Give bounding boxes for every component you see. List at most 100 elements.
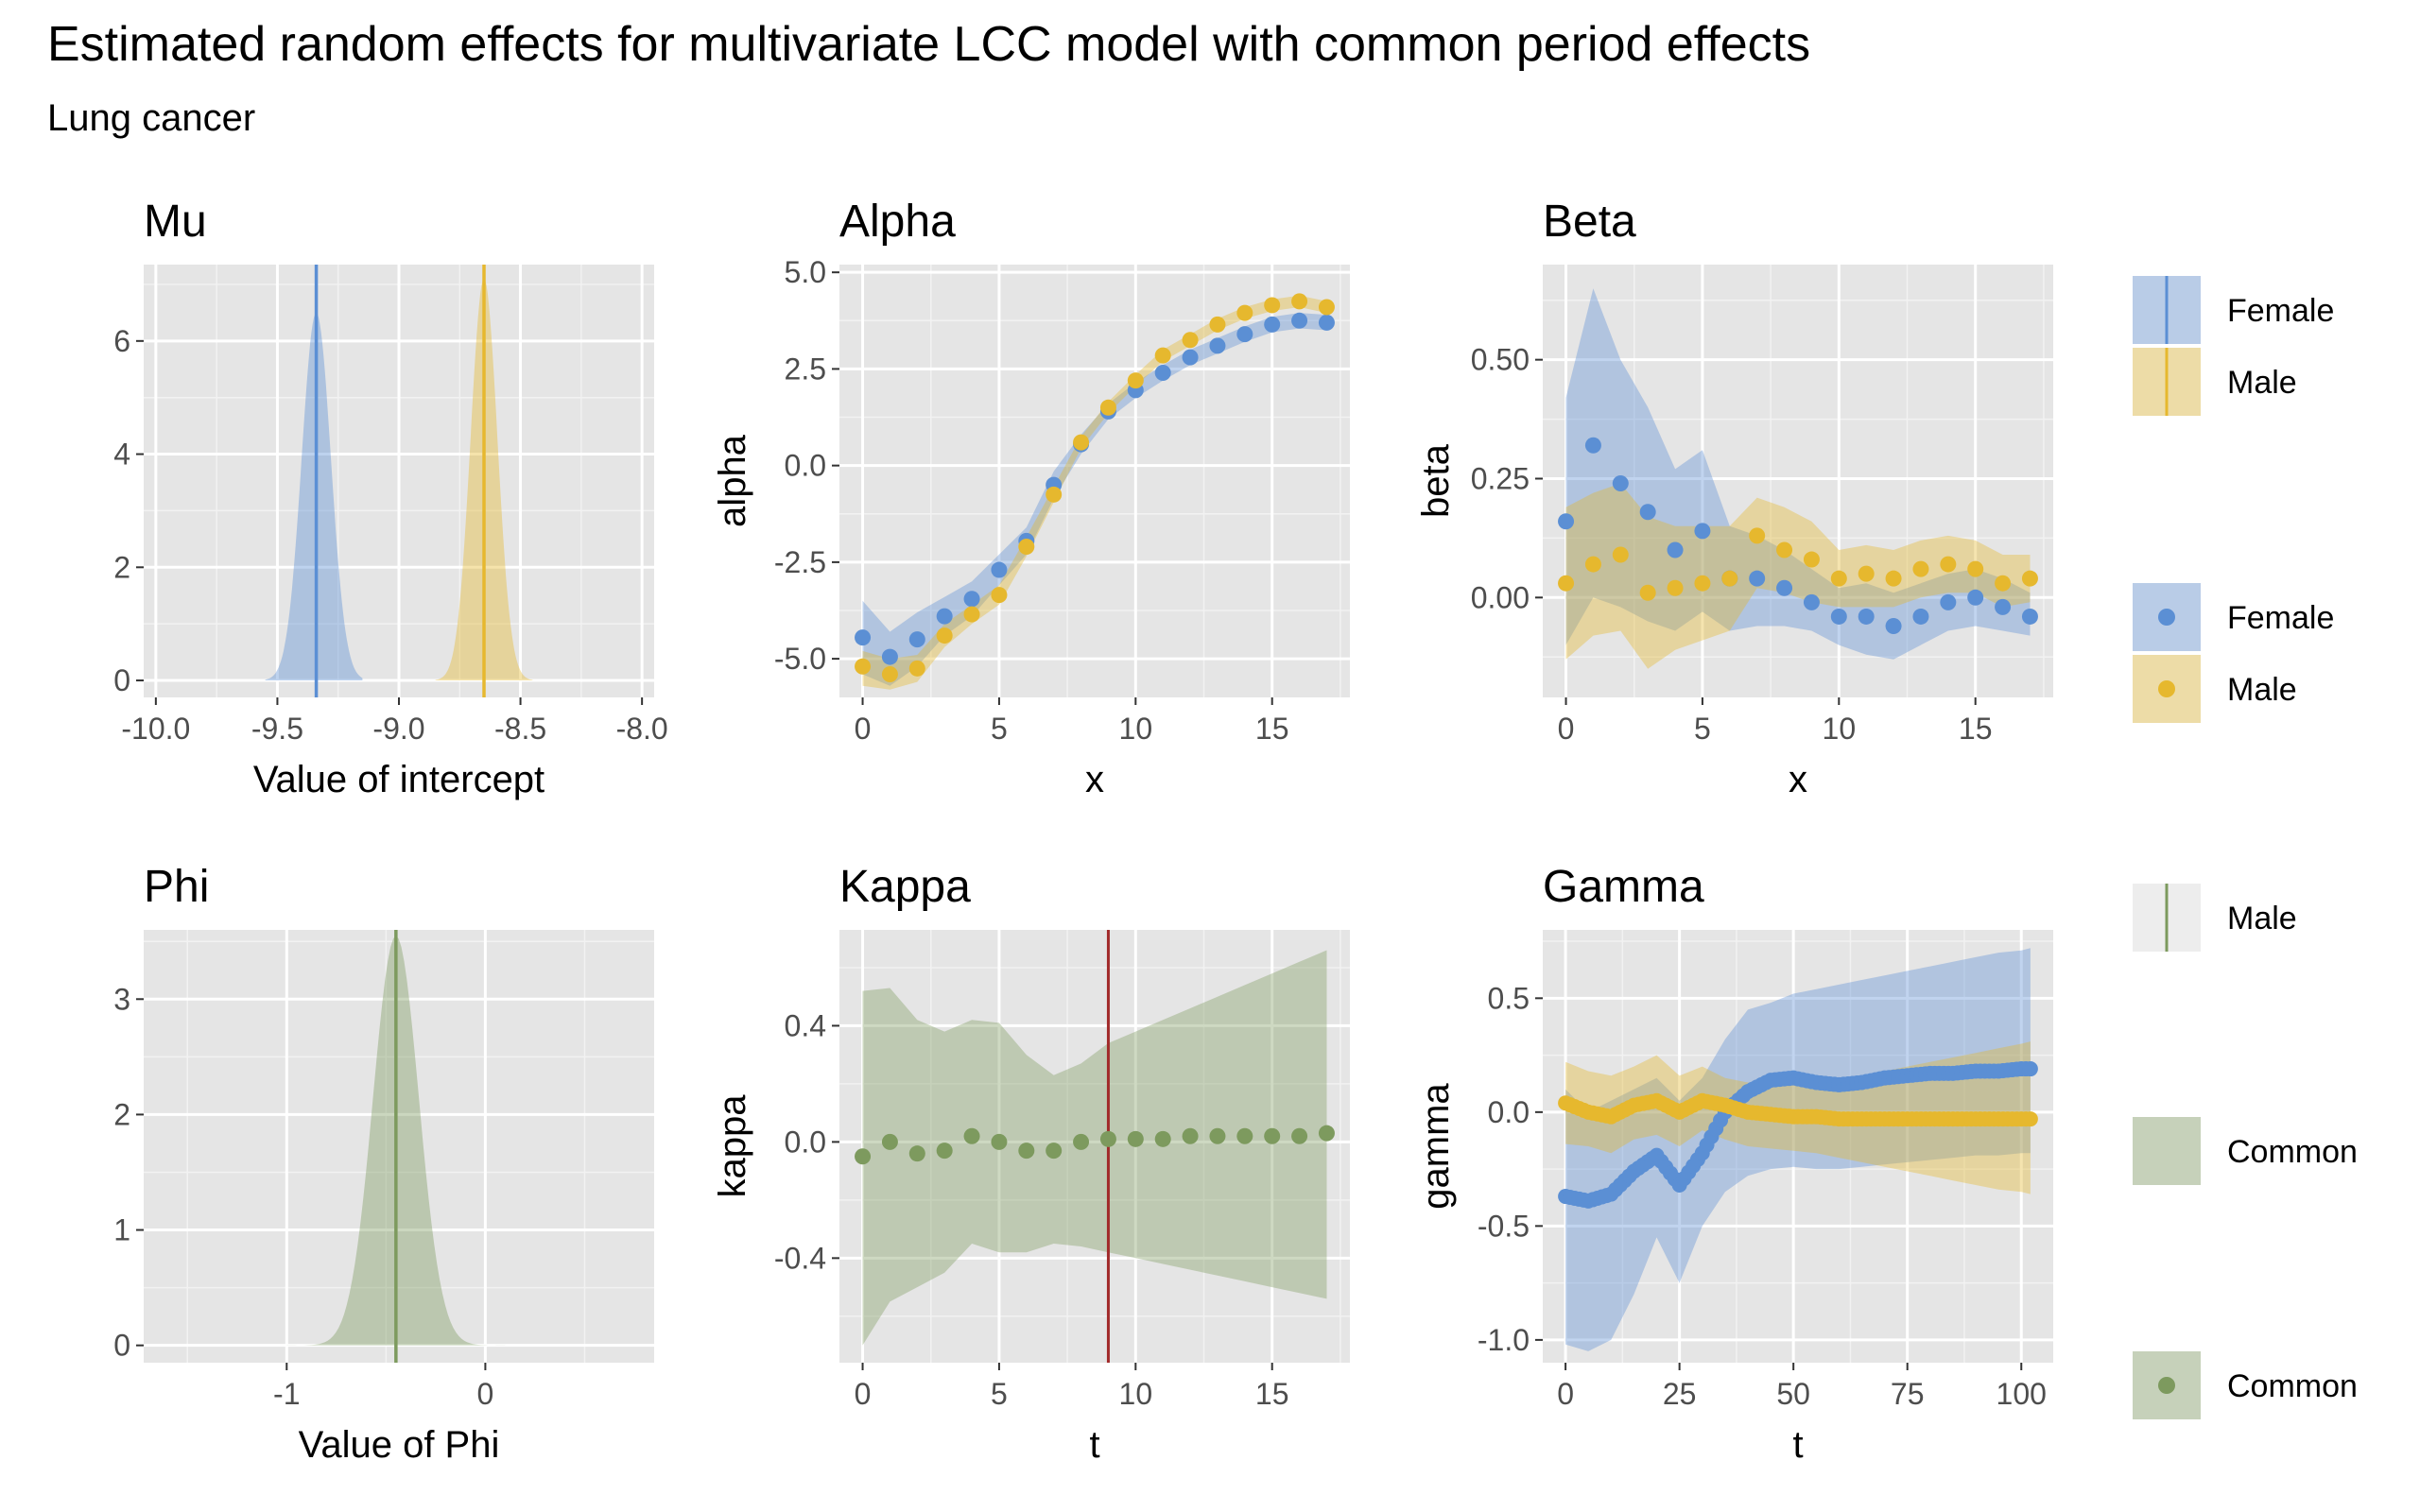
panel-title-mu: Mu (144, 197, 207, 247)
ribbon-female (1565, 288, 2031, 660)
point-male (908, 660, 925, 677)
y-axis-label: alpha (712, 434, 753, 527)
panel-title-phi: Phi (144, 862, 209, 912)
point-female (1940, 593, 1957, 610)
legend-1: Female Male (2133, 276, 2334, 416)
point-male (1858, 565, 1875, 582)
y-tick-label: 0 (113, 1329, 130, 1363)
ribbon-female (862, 313, 1327, 686)
legend-swatch-bg (2133, 1117, 2201, 1185)
legend-3: Male (2133, 884, 2297, 952)
x-axis-label: x (1789, 759, 1807, 800)
point-female (1558, 513, 1575, 530)
y-axis-label: gamma (1415, 1083, 1457, 1210)
point-female (1776, 579, 1793, 596)
point-female (1858, 608, 1875, 625)
point-common (1018, 1143, 1035, 1160)
x-tick-label: 15 (1255, 712, 1289, 746)
point-male (991, 587, 1008, 604)
point-male (1099, 399, 1116, 416)
point-female (963, 591, 980, 608)
x-tick-label: -9.5 (251, 712, 303, 746)
y-tick-label: 0 (113, 663, 130, 697)
plot-data (855, 930, 1335, 1363)
point-female (855, 629, 872, 646)
point-female (1154, 365, 1171, 381)
legend-key-female: Female (2133, 583, 2334, 651)
y-tick-label: 0.00 (1471, 580, 1530, 614)
point-male (1885, 570, 1902, 587)
point-male (1749, 527, 1766, 544)
point-male (1127, 372, 1144, 389)
point-male (1912, 560, 1929, 577)
x-axis-label: Value of Phi (299, 1424, 500, 1466)
y-axis-label: kappa (712, 1094, 753, 1198)
point-female (1639, 504, 1656, 521)
point-female (1264, 316, 1281, 333)
axes: 0 25 50 75 100 -1.0 -0.5 0.0 0.5 (1478, 981, 2047, 1411)
point-male (1182, 332, 1199, 349)
y-tick-label: 0.25 (1471, 461, 1530, 495)
x-tick-label: 5 (1694, 712, 1711, 746)
plot-background (839, 265, 1350, 697)
point-male (1018, 539, 1035, 556)
legend-label: Common (2227, 1368, 2358, 1404)
x-tick-label: 5 (991, 712, 1008, 746)
point-common (1127, 1130, 1144, 1147)
point-female (1209, 337, 1226, 354)
point-common (1099, 1130, 1116, 1147)
axes: 0 5 10 15 0.00 0.25 0.50 (1471, 343, 1993, 746)
y-axis-label: beta (1415, 443, 1457, 518)
plot-data (1558, 948, 2038, 1351)
major-grid (144, 265, 654, 697)
legend-key-male: Male (2133, 655, 2297, 723)
point-common (1264, 1127, 1281, 1144)
x-tick-label: 0 (477, 1377, 494, 1411)
point-common (1182, 1127, 1199, 1144)
point-male (1318, 299, 1335, 316)
x-tick-label: -8.5 (494, 712, 546, 746)
major-grid (144, 930, 654, 1363)
minor-grid (1543, 265, 2053, 697)
figure-subtitle: Lung cancer (47, 97, 255, 139)
y-tick-label: 0.0 (785, 449, 826, 483)
y-tick-label: -0.5 (1478, 1209, 1530, 1243)
x-tick-label: 10 (1119, 712, 1153, 746)
point-common (936, 1143, 953, 1160)
panel-title-gamma: Gamma (1543, 862, 1704, 912)
legend-key-male: Male (2133, 348, 2297, 416)
panel-title-kappa: Kappa (839, 862, 971, 912)
y-tick-label: 0.5 (1488, 981, 1530, 1015)
plot-data (265, 265, 533, 697)
y-tick-label: -1.0 (1478, 1323, 1530, 1357)
legend-label: Male (2227, 901, 2297, 936)
major-grid (839, 930, 1350, 1363)
y-tick-label: -0.4 (774, 1241, 826, 1275)
y-tick-label: 6 (113, 324, 130, 358)
point-male (2022, 1111, 2038, 1127)
legend-key-male: Male (2133, 884, 2297, 952)
legend-point (2158, 609, 2175, 626)
point-male (1584, 556, 1601, 573)
x-axis-label: x (1085, 759, 1104, 800)
point-female (2022, 1061, 2038, 1077)
point-female (881, 648, 898, 665)
x-tick-label: 10 (1119, 1377, 1153, 1411)
legend-point (2158, 1377, 2175, 1394)
plot-background (1543, 930, 2053, 1363)
y-tick-label: 5.0 (785, 255, 826, 289)
major-grid (839, 265, 1350, 697)
point-female (936, 608, 953, 625)
point-male (1264, 297, 1281, 314)
panel-kappa: Kappa 0 5 10 15 -0.4 0.0 0.4 t kappa (712, 862, 1350, 1466)
minor-grid (1543, 930, 2053, 1363)
point-female (908, 631, 925, 648)
point-female (1612, 475, 1629, 492)
x-tick-label: 50 (1776, 1377, 1810, 1411)
axes: 0 5 10 15 -0.4 0.0 0.4 (774, 1008, 1289, 1411)
legends: Female Male Female Male Male Common Common (2133, 276, 2358, 1419)
point-male (1940, 556, 1957, 573)
point-common (1291, 1127, 1308, 1144)
point-female (1318, 314, 1335, 331)
